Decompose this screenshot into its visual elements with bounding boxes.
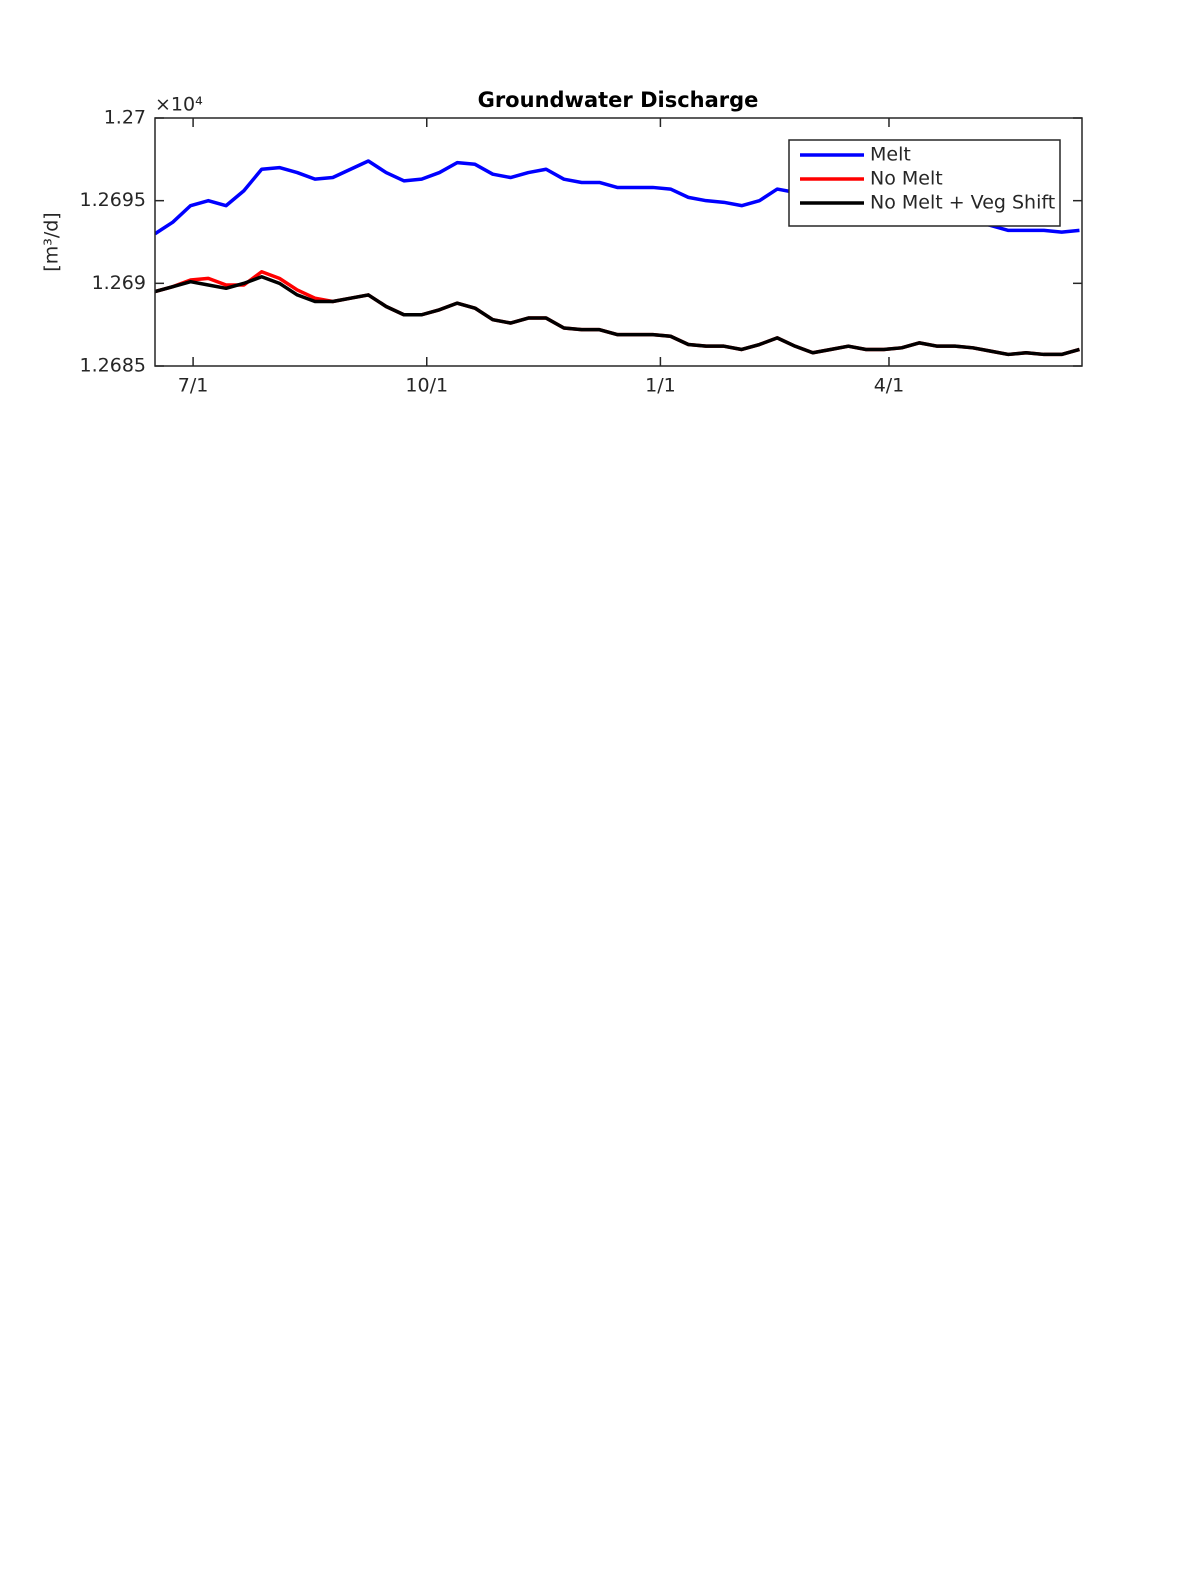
y-tick-label: 1.2695 bbox=[80, 189, 146, 211]
x-tick-label: 10/1 bbox=[405, 375, 448, 397]
y-tick-label: 1.269 bbox=[92, 272, 146, 294]
x-tick-label: 7/1 bbox=[178, 375, 209, 397]
y-tick-label: 1.27 bbox=[104, 107, 146, 129]
x-tick-label: 4/1 bbox=[874, 375, 905, 397]
y-tick-label: 1.2685 bbox=[80, 355, 146, 377]
series-line bbox=[155, 274, 1080, 357]
axes-box bbox=[154, 117, 1083, 367]
x-tick-label: 1/1 bbox=[645, 375, 676, 397]
legend-label: Melt bbox=[870, 144, 911, 166]
series-line bbox=[155, 270, 1080, 357]
legend-label: No Melt + Veg Shift bbox=[870, 192, 1055, 214]
y-exponent: ×10⁴ bbox=[155, 94, 203, 116]
y-axis-label: [m³/d] bbox=[41, 212, 63, 271]
legend-label: No Melt bbox=[870, 168, 943, 190]
chart-title: Groundwater Discharge bbox=[478, 88, 759, 112]
